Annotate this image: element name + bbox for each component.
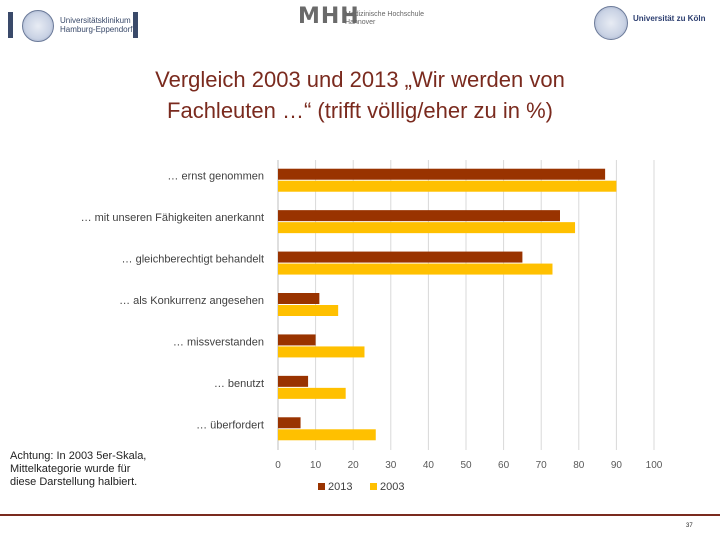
bar-2013	[278, 168, 606, 180]
bar-2013	[278, 293, 320, 304]
x-tick-label: 60	[498, 460, 510, 471]
category-label: … gleichberechtigt behandelt	[122, 254, 264, 266]
chart-note: Achtung: In 2003 5er-Skala, Mittelkatego…	[10, 450, 180, 489]
x-tick-label: 50	[460, 460, 472, 471]
category-label: … als Konkurrenz angesehen	[119, 295, 264, 307]
bar-2003	[278, 387, 346, 399]
title-line-1: Vergleich 2003 und 2013 „Wir werden von	[155, 67, 565, 92]
mhh-logo-text-2: Hannover	[345, 19, 376, 26]
category-label: … überfordert	[196, 419, 264, 431]
bar-2003	[278, 305, 339, 316]
bar-2003	[278, 180, 617, 192]
legend-swatch-2003	[370, 483, 377, 490]
note-line-2: Mittelkategorie wurde für	[10, 463, 131, 475]
legend-swatch-2013	[318, 483, 325, 490]
uke-logo-text-2: Hamburg-Eppendorf	[60, 25, 133, 34]
mhh-logo-mark: MHH	[298, 4, 360, 29]
x-tick-label: 40	[423, 460, 435, 471]
bar-2013	[278, 210, 560, 222]
category-label: … ernst genommen	[167, 171, 264, 183]
bar-2013	[278, 417, 301, 429]
uke-bar-icon	[8, 12, 13, 38]
category-label: … benutzt	[214, 378, 264, 390]
x-tick-label: 20	[348, 460, 360, 471]
bar-2013	[278, 375, 309, 387]
legend-label-2003: 2003	[380, 481, 404, 493]
note-line-1: Achtung: In 2003 5er-Skala,	[10, 450, 147, 462]
category-label: … missverstanden	[173, 336, 264, 348]
footer-divider	[0, 514, 720, 516]
x-tick-label: 80	[573, 460, 585, 471]
x-tick-label: 30	[385, 460, 397, 471]
x-tick-label: 0	[275, 460, 281, 471]
bar-chart: 0 10 20 30 40 50 60 70 80 90 100 … ernst genommen … …	[81, 160, 663, 493]
koeln-logo-text: Universität zu Köln	[633, 14, 706, 23]
page-title: Vergleich 2003 und 2013 „Wir werden von …	[40, 64, 680, 126]
bar-2013	[278, 334, 316, 346]
bar-2003	[278, 429, 376, 441]
uke-seal-icon	[22, 10, 54, 42]
uke-bar-icon	[133, 12, 138, 38]
x-tick-label: 10	[310, 460, 322, 471]
bar-2013	[278, 251, 523, 263]
x-tick-label: 100	[646, 460, 663, 471]
bar-2003	[278, 346, 365, 358]
category-label: … mit unseren Fähigkeiten anerkannt	[81, 212, 264, 224]
bar-2003	[278, 222, 576, 234]
x-tick-label: 70	[536, 460, 548, 471]
bar-2003	[278, 263, 553, 275]
note-line-3: diese Darstellung halbiert.	[10, 476, 138, 488]
koeln-seal-icon	[594, 6, 628, 40]
uke-logo-text-1: Universitätsklinikum	[60, 16, 131, 25]
mhh-logo-text-1: Medizinische Hochschule	[345, 11, 424, 18]
title-line-2: Fachleuten …“ (trifft völlig/eher zu in …	[167, 98, 553, 123]
legend-label-2013: 2013	[328, 481, 352, 493]
x-tick-label: 90	[611, 460, 623, 471]
page-number: 37	[686, 523, 693, 529]
